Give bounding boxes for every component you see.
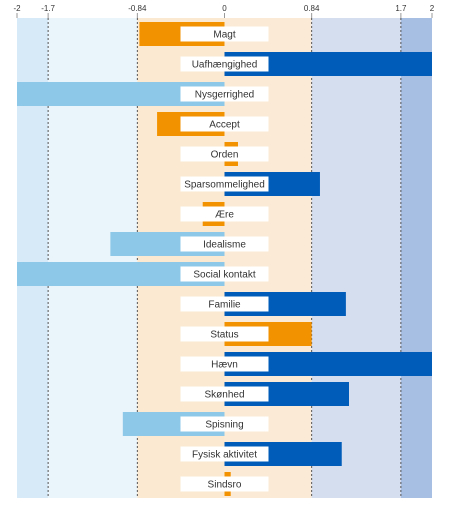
category-label-box bbox=[180, 86, 269, 102]
tick-label: 1.7 bbox=[395, 4, 407, 13]
category-label-text: Skønhed bbox=[204, 390, 244, 401]
category-label-text: Familie bbox=[208, 300, 241, 311]
category-label-box bbox=[180, 116, 269, 132]
category-label-text: Sparsommelighed bbox=[184, 180, 265, 191]
category-label-text: Idealisme bbox=[203, 240, 246, 251]
category-label-box bbox=[180, 146, 269, 162]
category-label: Uafhængighed bbox=[180, 56, 269, 72]
category-label-box bbox=[180, 56, 269, 72]
tick-label: -2 bbox=[13, 4, 21, 13]
category-label-text: Accept bbox=[209, 120, 240, 131]
tick-label: 0.84 bbox=[304, 4, 320, 13]
category-label-text: Spisning bbox=[205, 420, 243, 431]
category-label-text: Fysisk aktivitet bbox=[192, 450, 257, 461]
category-label: Familie bbox=[180, 296, 269, 312]
category-label: Hævn bbox=[180, 356, 269, 372]
category-label-box bbox=[180, 176, 269, 192]
category-label-text: Hævn bbox=[211, 360, 238, 371]
category-label-box bbox=[180, 266, 269, 282]
category-label: Sindsro bbox=[180, 476, 269, 492]
category-label-text: Uafhængighed bbox=[192, 60, 258, 71]
category-label-text: Orden bbox=[211, 150, 239, 161]
category-label-box bbox=[180, 386, 269, 402]
category-label: Status bbox=[180, 326, 269, 342]
x-axis-ticks: -2 -1.7 -0.84 0 0.84 1.7 2 bbox=[13, 4, 435, 18]
category-label-box bbox=[180, 26, 269, 42]
category-label: Social kontakt bbox=[180, 266, 269, 282]
category-label-text: Social kontakt bbox=[193, 270, 255, 281]
category-label-box bbox=[180, 416, 269, 432]
category-label-box bbox=[180, 236, 269, 252]
category-label-box bbox=[180, 206, 269, 222]
category-label-text: Ære bbox=[215, 210, 234, 221]
category-label: Fysisk aktivitet bbox=[180, 446, 269, 462]
category-label-box bbox=[180, 326, 269, 342]
category-label-box bbox=[180, 476, 269, 492]
category-label: Skønhed bbox=[180, 386, 269, 402]
category-label-text: Status bbox=[210, 330, 238, 341]
category-label: Sparsommelighed bbox=[180, 176, 269, 192]
category-label-box bbox=[180, 356, 269, 372]
category-label: Accept bbox=[180, 116, 269, 132]
category-label: Spisning bbox=[180, 416, 269, 432]
category-labels: Magt Uafhængighed Nysgerrighed Accept Orden S… bbox=[180, 26, 269, 492]
category-label: Ære bbox=[180, 206, 269, 222]
category-label-text: Magt bbox=[213, 30, 235, 41]
category-label-box bbox=[180, 446, 269, 462]
category-label-text: Sindsro bbox=[208, 480, 242, 491]
tick-label: 2 bbox=[430, 4, 435, 13]
category-label: Nysgerrighed bbox=[180, 86, 269, 102]
category-label-text: Nysgerrighed bbox=[195, 90, 254, 101]
tick-label: -0.84 bbox=[128, 4, 147, 13]
tick-label: -1.7 bbox=[41, 4, 55, 13]
category-label: Orden bbox=[180, 146, 269, 162]
category-label: Idealisme bbox=[180, 236, 269, 252]
band-5 bbox=[400, 18, 432, 498]
band-4 bbox=[311, 18, 401, 498]
category-label: Magt bbox=[180, 26, 269, 42]
tick-label: 0 bbox=[222, 4, 227, 13]
category-label-box bbox=[180, 296, 269, 312]
